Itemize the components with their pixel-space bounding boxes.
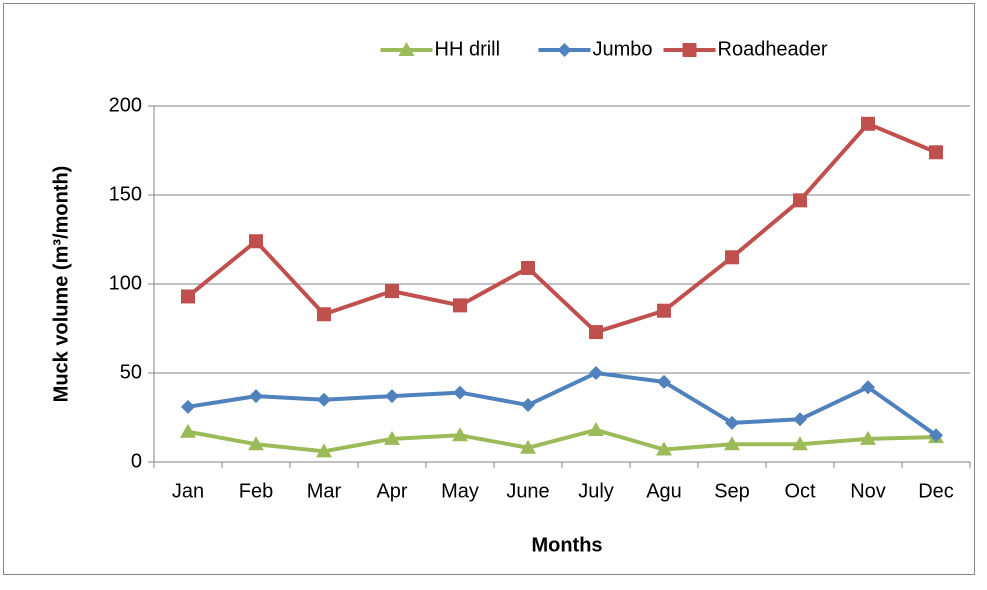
data-point: [181, 289, 195, 304]
y-tick-label: 50: [120, 361, 142, 383]
y-tick-label: 200: [109, 94, 142, 116]
data-point: [317, 307, 331, 322]
data-point: [929, 428, 943, 443]
x-tick-label: Sep: [714, 480, 750, 502]
data-point: [453, 298, 467, 313]
y-tick-label: 150: [109, 183, 142, 205]
data-point: [181, 399, 195, 414]
data-point: [316, 443, 332, 458]
y-axis-title: Muck volume (m³/month): [50, 166, 72, 403]
legend-label: Jumbo: [593, 38, 653, 60]
y-tick-label: 0: [131, 450, 142, 472]
x-tick-label: June: [506, 480, 549, 502]
data-point: [657, 303, 671, 318]
data-point: [180, 423, 196, 438]
data-point: [861, 116, 875, 131]
series-line: [187, 427, 937, 454]
data-point: [452, 427, 468, 442]
data-point: [385, 284, 399, 299]
data-point: [725, 250, 739, 265]
x-tick-label: Dec: [918, 480, 954, 502]
x-tick-label: Apr: [376, 480, 407, 502]
data-point: [725, 415, 739, 430]
x-tick-label: July: [578, 480, 614, 502]
x-tick-label: Feb: [239, 480, 273, 502]
data-point: [657, 374, 671, 389]
data-point: [589, 366, 603, 380]
x-tick-label: Nov: [850, 480, 886, 502]
data-point: [793, 193, 807, 208]
legend-label: HH drill: [435, 38, 501, 60]
data-point: [656, 441, 672, 456]
x-tick-label: Jan: [172, 480, 204, 502]
data-point: [521, 398, 535, 413]
legend-label: Roadheader: [718, 38, 828, 60]
data-point: [520, 439, 536, 454]
data-point: [860, 430, 876, 445]
data-point: [521, 260, 535, 275]
data-point: [385, 389, 399, 404]
legend-marker: [682, 43, 697, 57]
data-point: [249, 389, 263, 404]
data-point: [792, 436, 808, 451]
data-point: [861, 380, 875, 395]
data-point: [317, 392, 331, 407]
data-point: [724, 436, 740, 451]
data-point: [588, 421, 604, 436]
x-tick-label: May: [441, 480, 479, 502]
x-tick-label: Agu: [646, 480, 682, 502]
x-axis-title: Months: [531, 534, 602, 556]
data-point: [384, 430, 400, 445]
y-tick-label: 100: [109, 272, 142, 294]
series-line: [186, 121, 937, 335]
data-point: [453, 385, 467, 400]
legend-marker: [398, 42, 415, 56]
data-point: [929, 145, 943, 160]
x-tick-label: Oct: [784, 480, 816, 502]
data-point: [793, 412, 807, 427]
data-point: [589, 325, 603, 340]
data-point: [248, 436, 264, 451]
data-point: [249, 234, 263, 249]
series-line: [187, 371, 938, 437]
legend-marker: [557, 43, 572, 57]
x-tick-label: Mar: [307, 480, 342, 502]
